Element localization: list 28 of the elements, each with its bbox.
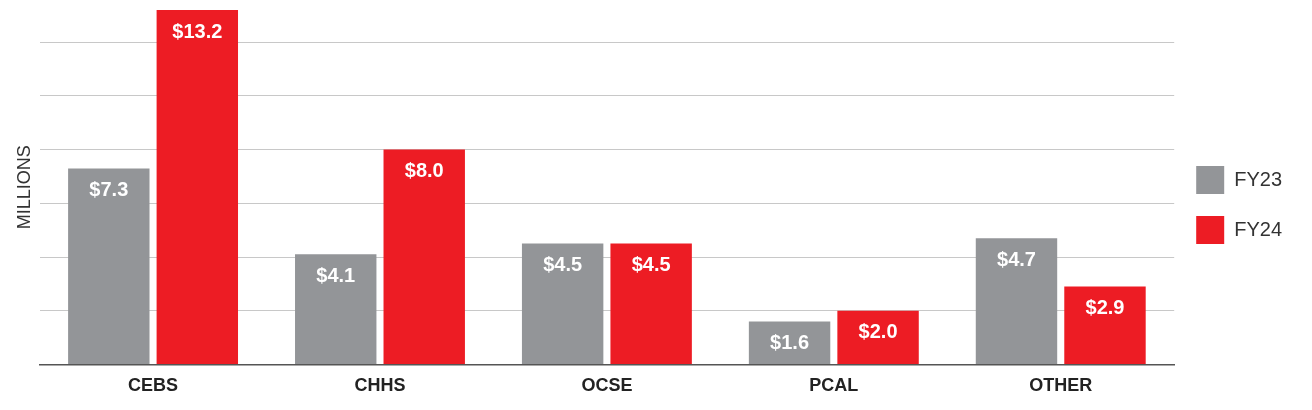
data-label: $13.2 — [172, 19, 223, 42]
data-label: $2.0 — [858, 320, 898, 343]
x-tick-label: CHHS — [354, 375, 406, 396]
data-label: $2.9 — [1085, 296, 1125, 319]
data-label: $1.6 — [770, 330, 810, 353]
y-axis-title: MILLIONS — [13, 145, 34, 230]
x-tick-label: OTHER — [1029, 375, 1093, 396]
bar — [68, 168, 150, 364]
bar — [610, 243, 692, 364]
data-label: $4.5 — [543, 253, 583, 276]
x-tick-label: CEBS — [128, 375, 179, 396]
bar — [975, 238, 1058, 364]
x-tick-label: OCSE — [581, 375, 633, 396]
data-label: $7.3 — [89, 177, 129, 200]
bar — [295, 254, 377, 364]
legend-label: FY23 — [1234, 167, 1283, 190]
data-label: $8.0 — [404, 159, 444, 182]
bar — [156, 10, 239, 364]
x-tick-label: PCAL — [809, 375, 859, 396]
bar — [521, 243, 604, 364]
bar — [1064, 286, 1146, 364]
bar — [383, 149, 465, 364]
legend-label: FY24 — [1234, 217, 1283, 240]
data-label: $4.1 — [316, 263, 356, 286]
bar — [837, 310, 919, 364]
data-label: $4.5 — [631, 253, 671, 276]
bar — [748, 321, 831, 364]
data-label: $4.7 — [997, 247, 1036, 270]
